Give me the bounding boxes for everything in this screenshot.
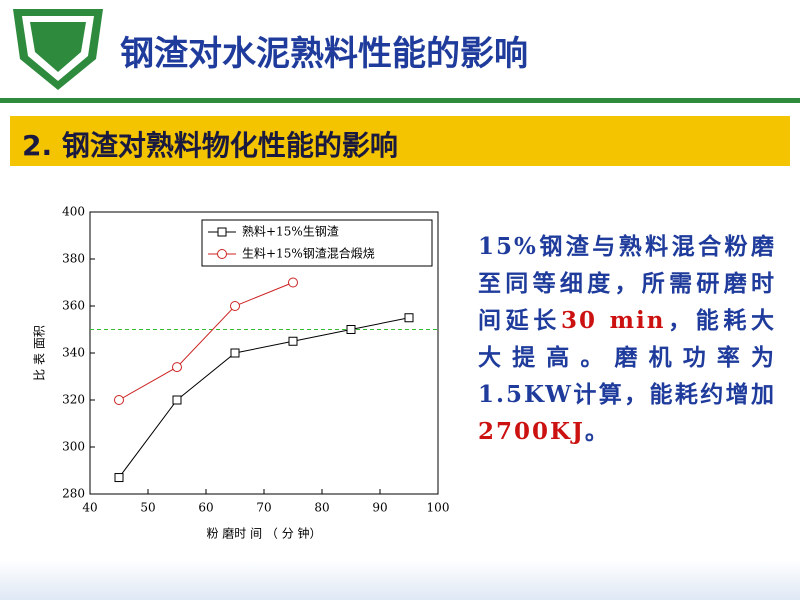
text-segment: ，能耗大大提高。磨机功率为1.5KW计算，能耗约增加 bbox=[478, 307, 777, 408]
series-line bbox=[118, 317, 410, 478]
series-line bbox=[118, 282, 294, 401]
y-axis-label: 比 表 面积 bbox=[33, 325, 47, 381]
y-tick-label: 380 bbox=[62, 252, 85, 266]
marker bbox=[172, 362, 182, 373]
y-tick-label: 300 bbox=[62, 440, 85, 454]
x-tick-label: 80 bbox=[314, 501, 329, 515]
legend-marker bbox=[217, 227, 227, 237]
y-tick-label: 400 bbox=[62, 205, 85, 219]
text-segment: 。 bbox=[584, 418, 610, 445]
page-title: 钢渣对水泥熟料性能的影响 bbox=[120, 34, 528, 74]
text-segment: 30 min bbox=[560, 307, 666, 334]
x-tick-label: 50 bbox=[140, 501, 155, 515]
section-title: 2. 钢渣对熟料物化性能的影响 bbox=[22, 129, 398, 162]
x-tick-label: 70 bbox=[256, 501, 271, 515]
legend-label: 生料+15%钢渣混合煅烧 bbox=[242, 246, 375, 261]
section-band: 2. 钢渣对熟料物化性能的影响 bbox=[10, 116, 790, 166]
marker bbox=[404, 313, 414, 323]
description: 15%钢渣与熟料混合粉磨至同等细度，所需研磨时间延长30 min，能耗大大提高。… bbox=[478, 228, 776, 450]
y-tick-label: 320 bbox=[62, 393, 85, 407]
marker bbox=[288, 336, 298, 346]
chart: 40 50 60 70 80 90 100 280 300 320 340 360 380 400 粉 磨时… bbox=[33, 205, 450, 541]
y-tick-label: 280 bbox=[62, 487, 85, 501]
y-tick-label: 340 bbox=[62, 346, 85, 360]
x-tick-label: 60 bbox=[198, 501, 213, 515]
x-tick-label: 90 bbox=[372, 501, 387, 515]
legend-marker bbox=[217, 249, 227, 259]
divider bbox=[0, 98, 800, 103]
logo bbox=[13, 9, 103, 90]
marker bbox=[172, 395, 182, 405]
marker bbox=[288, 277, 298, 288]
legend-box bbox=[201, 219, 433, 267]
marker bbox=[230, 301, 240, 311]
marker bbox=[230, 348, 240, 358]
legend-label: 熟料+15%生钢渣 bbox=[242, 224, 339, 239]
x-axis-label: 粉 磨时 间 （ 分 钟） bbox=[206, 526, 321, 541]
marker bbox=[114, 395, 124, 405]
footer-band bbox=[0, 560, 800, 600]
x-tick-label: 100 bbox=[427, 501, 450, 515]
x-tick-label: 40 bbox=[82, 501, 97, 515]
y-tick-label: 360 bbox=[62, 299, 85, 313]
marker bbox=[346, 325, 356, 334]
text-segment: 15%钢渣与熟料混合粉磨至同等细度，所需研磨时间延长 bbox=[478, 233, 776, 334]
text-segment: 2700KJ bbox=[478, 418, 585, 445]
marker bbox=[114, 473, 124, 483]
